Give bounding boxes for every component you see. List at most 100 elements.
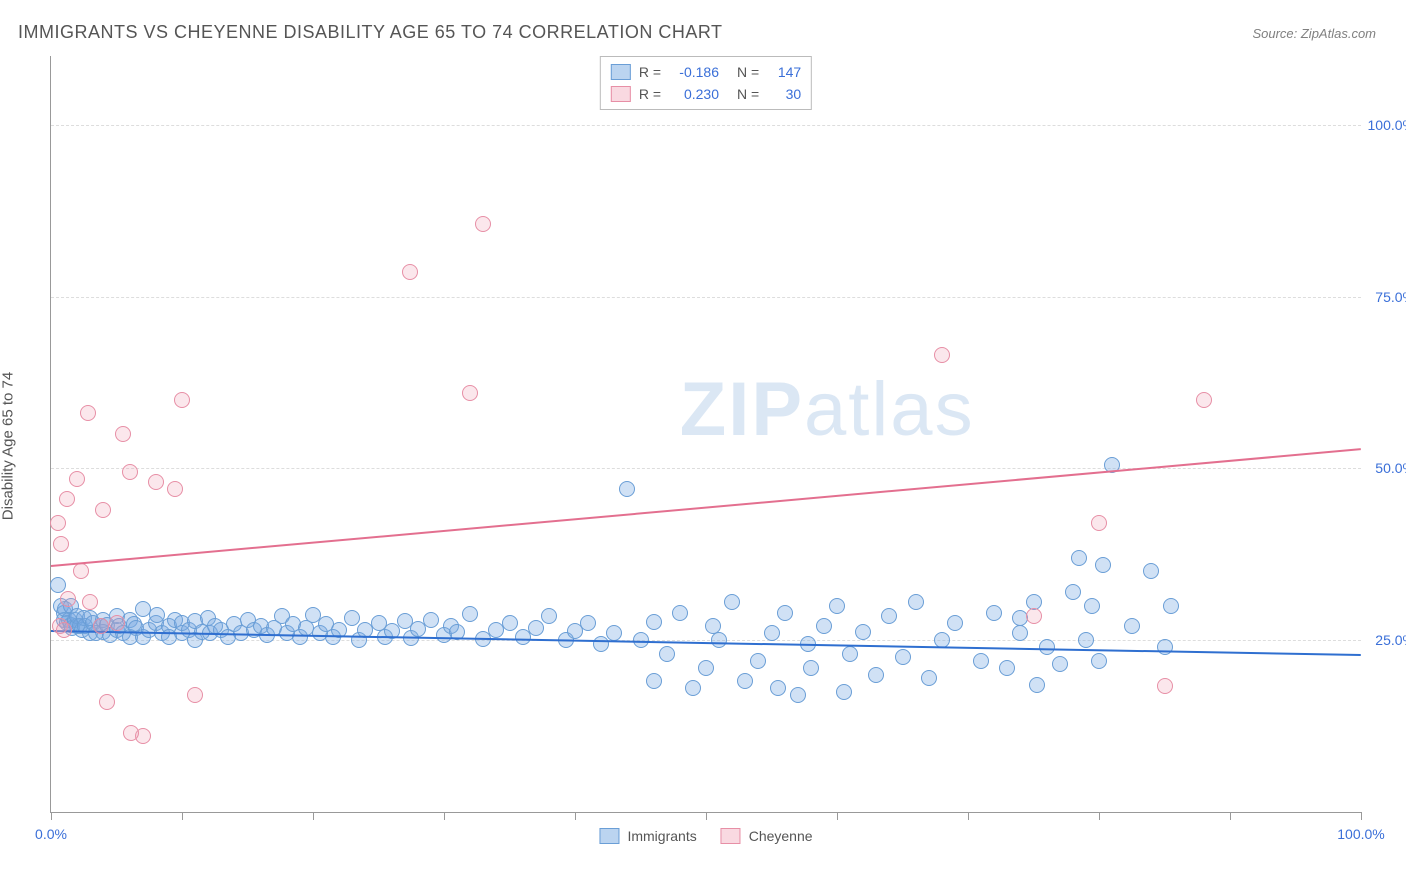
data-point	[580, 615, 596, 631]
data-point	[659, 646, 675, 662]
x-tick-label: 100.0%	[1337, 826, 1384, 842]
data-point	[69, 471, 85, 487]
x-tick	[313, 812, 314, 820]
data-point	[1026, 608, 1042, 624]
data-point	[836, 684, 852, 700]
gridline	[51, 125, 1361, 126]
watermark-rest: atlas	[804, 367, 975, 452]
data-point	[790, 687, 806, 703]
stats-row: R =-0.186N =147	[611, 61, 801, 83]
data-point	[921, 670, 937, 686]
stat-n-value: 30	[767, 86, 801, 102]
series-legend: Immigrants Cheyenne	[599, 828, 812, 844]
data-point	[1078, 632, 1094, 648]
y-axis-label: Disability Age 65 to 74	[0, 372, 17, 520]
data-point	[93, 618, 109, 634]
y-tick-label: 100.0%	[1365, 117, 1406, 133]
data-point	[711, 632, 727, 648]
data-point	[803, 660, 819, 676]
data-point	[59, 491, 75, 507]
stats-row: R =0.230N =30	[611, 83, 801, 105]
stat-r-value: -0.186	[669, 64, 719, 80]
data-point	[122, 464, 138, 480]
watermark-bold: ZIP	[680, 367, 804, 452]
data-point	[167, 481, 183, 497]
chart-title: IMMIGRANTS VS CHEYENNE DISABILITY AGE 65…	[18, 22, 723, 43]
data-point	[947, 615, 963, 631]
data-point	[868, 667, 884, 683]
data-point	[777, 605, 793, 621]
data-point	[1157, 639, 1173, 655]
data-point	[502, 615, 518, 631]
x-tick	[575, 812, 576, 820]
data-point	[50, 515, 66, 531]
gridline	[51, 468, 1361, 469]
data-point	[750, 653, 766, 669]
data-point	[1143, 563, 1159, 579]
stat-n-label: N =	[737, 86, 759, 102]
legend-swatch	[611, 64, 631, 80]
data-point	[973, 653, 989, 669]
data-point	[1029, 677, 1045, 693]
data-point	[1039, 639, 1055, 655]
data-point	[82, 594, 98, 610]
legend-label: Cheyenne	[749, 828, 813, 844]
watermark: ZIPatlas	[680, 366, 975, 453]
data-point	[1124, 618, 1140, 634]
data-point	[99, 694, 115, 710]
source-attribution: Source: ZipAtlas.com	[1252, 26, 1376, 41]
data-point	[109, 615, 125, 631]
data-point	[908, 594, 924, 610]
data-point	[123, 725, 139, 741]
legend-swatch	[611, 86, 631, 102]
data-point	[764, 625, 780, 641]
data-point	[423, 612, 439, 628]
data-point	[1012, 625, 1028, 641]
data-point	[737, 673, 753, 689]
data-point	[115, 426, 131, 442]
data-point	[829, 598, 845, 614]
x-tick	[51, 812, 52, 820]
data-point	[842, 646, 858, 662]
x-tick	[968, 812, 969, 820]
data-point	[187, 687, 203, 703]
data-point	[646, 614, 662, 630]
gridline	[51, 297, 1361, 298]
data-point	[462, 606, 478, 622]
data-point	[1071, 550, 1087, 566]
data-point	[770, 680, 786, 696]
legend-swatch	[599, 828, 619, 844]
data-point	[402, 264, 418, 280]
legend-item: Immigrants	[599, 828, 696, 844]
data-point	[895, 649, 911, 665]
data-point	[934, 347, 950, 363]
stat-r-label: R =	[639, 64, 661, 80]
stat-r-value: 0.230	[669, 86, 719, 102]
x-tick	[1230, 812, 1231, 820]
x-tick	[444, 812, 445, 820]
stat-n-label: N =	[737, 64, 759, 80]
y-tick-label: 25.0%	[1365, 632, 1406, 648]
data-point	[606, 625, 622, 641]
legend-item: Cheyenne	[721, 828, 813, 844]
data-point	[174, 392, 190, 408]
data-point	[1095, 557, 1111, 573]
data-point	[80, 405, 96, 421]
data-point	[56, 622, 72, 638]
y-tick-label: 75.0%	[1365, 289, 1406, 305]
data-point	[619, 481, 635, 497]
data-point	[475, 216, 491, 232]
data-point	[50, 577, 66, 593]
data-point	[1091, 515, 1107, 531]
x-tick-label: 0.0%	[35, 826, 67, 842]
data-point	[1157, 678, 1173, 694]
data-point	[672, 605, 688, 621]
legend-swatch	[721, 828, 741, 844]
x-tick	[706, 812, 707, 820]
y-tick-label: 50.0%	[1365, 460, 1406, 476]
regression-line	[51, 448, 1361, 567]
data-point	[1065, 584, 1081, 600]
data-point	[986, 605, 1002, 621]
data-point	[593, 636, 609, 652]
data-point	[1052, 656, 1068, 672]
